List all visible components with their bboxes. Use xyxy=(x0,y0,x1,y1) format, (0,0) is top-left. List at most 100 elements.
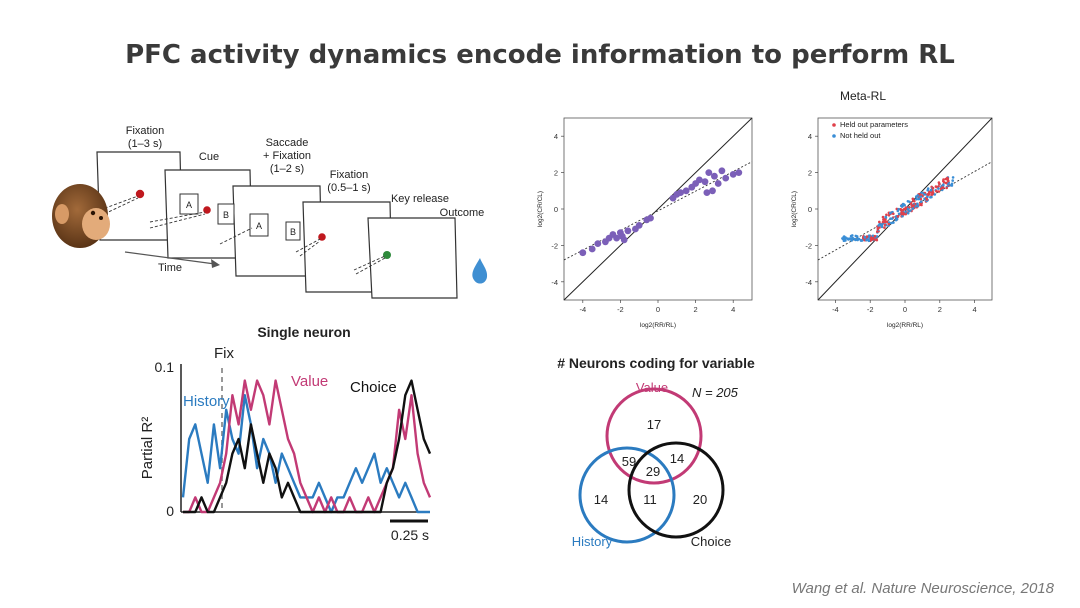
data-point xyxy=(925,198,929,201)
data-point xyxy=(902,213,905,216)
data-point xyxy=(887,222,890,226)
data-point xyxy=(900,211,903,214)
data-point xyxy=(916,202,919,206)
data-point xyxy=(926,187,930,190)
data-point xyxy=(912,204,915,207)
data-point xyxy=(950,184,954,187)
data-point xyxy=(878,220,881,224)
region-choice-only: 20 xyxy=(693,492,707,507)
data-point xyxy=(696,176,703,184)
y-axis-label: log2(CR/CL) xyxy=(791,191,798,227)
y-tick-label: 4 xyxy=(554,132,558,141)
data-point xyxy=(863,238,866,242)
y-tick-label: 2 xyxy=(808,169,812,178)
region-value-only: 17 xyxy=(647,417,661,432)
data-point xyxy=(870,238,873,241)
data-point xyxy=(647,214,654,222)
data-point xyxy=(934,185,938,188)
data-point xyxy=(912,199,915,202)
y-tick-label: 0 xyxy=(808,205,812,214)
data-point xyxy=(926,195,929,199)
series-label-value: Value xyxy=(291,373,328,390)
data-point xyxy=(883,226,886,229)
data-point xyxy=(903,207,906,211)
data-point xyxy=(897,207,900,211)
data-point xyxy=(729,171,737,178)
legend-dot-not-held-out xyxy=(832,134,836,138)
data-point xyxy=(942,186,945,189)
data-point xyxy=(942,184,945,187)
single-neuron-title: Single neuron xyxy=(257,324,350,340)
series-label-choice: Choice xyxy=(350,379,397,396)
neuron-traces xyxy=(181,379,432,514)
data-point xyxy=(916,194,919,197)
fit-line xyxy=(817,161,993,261)
x-tick-label: 4 xyxy=(973,305,977,314)
data-point xyxy=(937,190,941,193)
data-point xyxy=(884,220,887,223)
data-point xyxy=(709,187,716,195)
data-point xyxy=(876,230,879,233)
data-point xyxy=(937,185,940,188)
data-point xyxy=(867,239,871,243)
legend-label-held-out: Held out parameters xyxy=(840,120,908,129)
option-b-box-2 xyxy=(285,221,301,241)
option-b-box xyxy=(217,203,235,225)
scatter-panel-2: Meta-RL -4 -2 0 2 4 4 2 0 -2 -4 log2(RR/RL) log2(CR… xyxy=(791,89,993,329)
data-point xyxy=(677,189,684,197)
single-neuron-panel: Single neuron 0.1 0 Partial R² Fix Histo… xyxy=(139,324,432,543)
venn-circle-choice xyxy=(627,441,725,539)
monkey-icon xyxy=(52,184,110,248)
data-point xyxy=(876,227,880,231)
data-point xyxy=(705,169,713,177)
x-tick-label: -2 xyxy=(867,305,874,314)
data-point xyxy=(711,172,718,180)
data-point xyxy=(594,240,602,248)
label-key-release: Key release xyxy=(391,193,449,205)
task-schematic: A B A B Time xyxy=(52,125,488,299)
data-point xyxy=(883,223,887,227)
venn-n-label: N = 205 xyxy=(692,385,739,400)
venn-label-choice: Choice xyxy=(691,534,731,549)
time-label: Time xyxy=(158,262,182,274)
data-point xyxy=(938,182,941,185)
data-point xyxy=(915,197,918,201)
data-point xyxy=(867,234,871,237)
x-tick-label: -4 xyxy=(832,305,839,314)
data-point xyxy=(880,223,884,226)
scatter-panel-1: -4 -2 0 2 4 4 2 0 -2 -4 log2(RR/RL) log2(CR/CL) xyxy=(537,117,753,329)
data-point xyxy=(897,212,901,216)
data-point xyxy=(910,203,913,207)
x-tick-label: 2 xyxy=(938,305,942,314)
data-point xyxy=(860,239,864,242)
data-point xyxy=(873,234,877,238)
data-point xyxy=(875,238,879,242)
slide-title: PFC activity dynamics encode information… xyxy=(125,40,955,70)
data-point xyxy=(620,236,628,244)
region-history-only: 14 xyxy=(594,492,608,507)
x-axis-label: log2(RR/RL) xyxy=(640,322,676,329)
y-tick-label: 2 xyxy=(554,169,558,178)
data-point xyxy=(882,218,886,221)
venn-panel: # Neurons coding for variable Value Hist… xyxy=(557,355,755,549)
data-point xyxy=(613,234,620,242)
venn-circle-history xyxy=(578,446,676,544)
data-point xyxy=(865,238,868,242)
data-point xyxy=(854,238,857,242)
option-a-label: A xyxy=(186,200,192,210)
label-cue: Cue xyxy=(199,151,219,163)
data-point xyxy=(911,207,915,210)
x-tick-label: 0 xyxy=(656,305,660,314)
data-point xyxy=(906,208,910,211)
data-point xyxy=(933,193,937,196)
data-point xyxy=(920,203,923,207)
data-point xyxy=(917,197,921,201)
y-tick-label: -2 xyxy=(805,241,812,250)
screen-5 xyxy=(367,217,458,299)
data-point xyxy=(931,186,935,190)
trace-choice xyxy=(183,379,432,514)
option-b-label: B xyxy=(223,210,229,220)
region-history-value: 59 xyxy=(622,454,636,469)
citation: Wang et al. Nature Neuroscience, 2018 xyxy=(791,580,1054,597)
data-point xyxy=(896,215,900,218)
